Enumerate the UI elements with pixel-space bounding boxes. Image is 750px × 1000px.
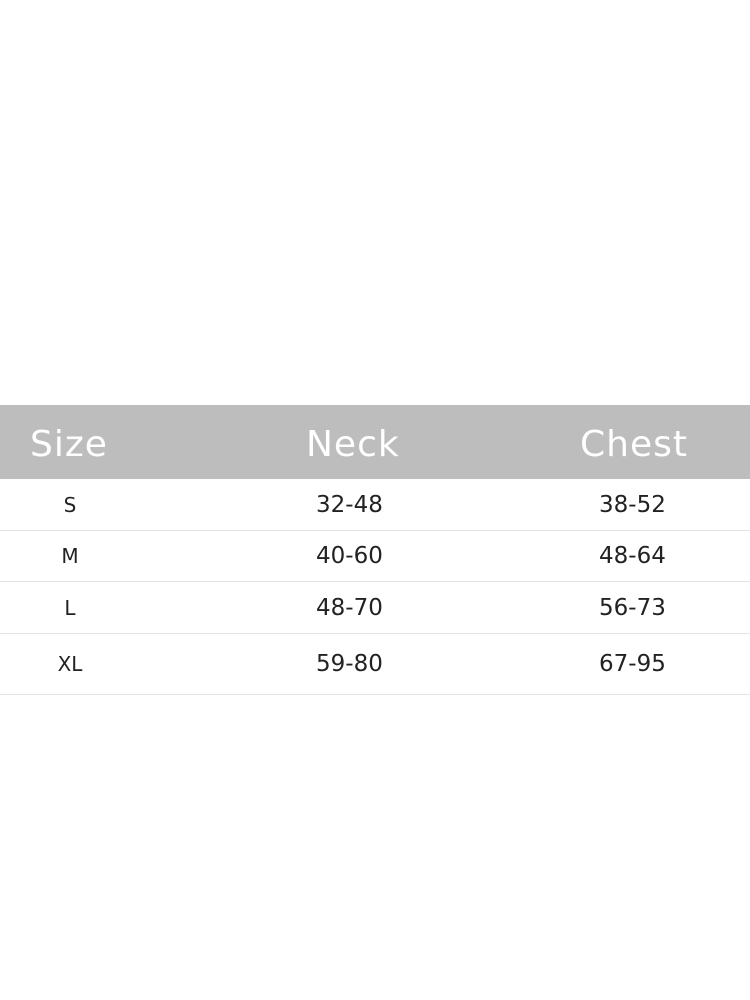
table-cell: 67-95 [599,651,666,677]
table-cell: 40-60 [316,543,383,569]
table-cell: 38-52 [599,491,666,518]
header-cell: Neck [306,424,400,465]
table-cell: S [63,492,77,517]
table-cell: M [61,544,79,568]
table-cell: 48-64 [599,543,666,569]
header-cell: Chest [580,424,688,465]
header-cell: Size [30,424,108,465]
table-header: Size Neck Chest [0,405,750,479]
table-cell: 56-73 [599,594,666,621]
table-row: XL 59-80 67-95 [0,634,750,695]
table-row: S 32-48 38-52 [0,479,750,531]
table-cell: 48-70 [316,594,383,621]
table-cell: XL [57,652,83,676]
table-cell: 59-80 [316,651,383,677]
table-cell: 32-48 [316,491,383,518]
table-row: M 40-60 48-64 [0,531,750,582]
table-row: L 48-70 56-73 [0,582,750,634]
table-cell: L [64,595,76,620]
